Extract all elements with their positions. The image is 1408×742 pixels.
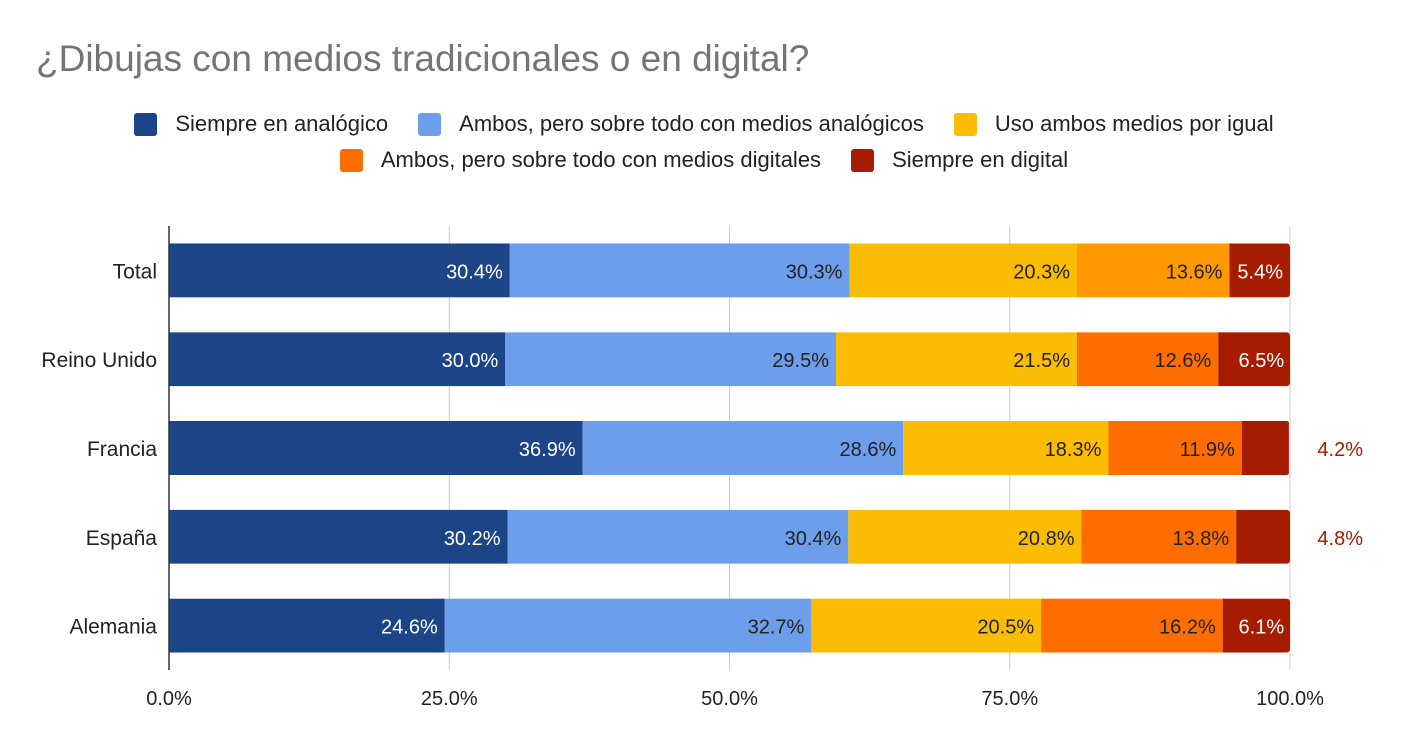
- data-label: 16.2%: [1159, 617, 1216, 639]
- data-label: 18.3%: [1045, 439, 1102, 461]
- category-label: Alemania: [69, 616, 157, 639]
- bar-segment: [1108, 421, 1242, 475]
- legend-item: Siempre en digital: [851, 147, 1068, 173]
- data-label: 30.2%: [444, 528, 501, 550]
- bar-segment: [1229, 243, 1290, 298]
- legend-label: Ambos, pero sobre todo con medios digita…: [380, 147, 822, 172]
- legend-label: Siempre en digital: [892, 147, 1069, 172]
- bar-segment: [811, 598, 1042, 653]
- data-label: 20.5%: [977, 617, 1034, 639]
- data-label: 30.4%: [446, 261, 503, 283]
- bar-segment: [1218, 332, 1290, 387]
- bar-segment: [1077, 243, 1230, 298]
- legend-item: Ambos, pero sobre todo con medios analóg…: [418, 111, 924, 137]
- bar-segment: [1236, 509, 1290, 564]
- bar-segment: [835, 332, 1078, 387]
- bar-segment: [505, 332, 836, 387]
- bar-segment: [849, 243, 1078, 298]
- data-label: 13.8%: [1172, 528, 1229, 550]
- bar-segment: [1081, 509, 1237, 564]
- legend-swatch: [851, 148, 875, 172]
- category-label: Total: [113, 260, 157, 283]
- x-tick-label: 50.0%: [701, 688, 758, 710]
- data-label: 29.5%: [772, 350, 829, 372]
- bar-segment: [1241, 421, 1289, 475]
- legend-swatch: [418, 112, 442, 136]
- bar-segment: [1222, 598, 1290, 653]
- data-label: 30.4%: [785, 528, 842, 550]
- data-label: 32.7%: [748, 617, 805, 639]
- legend-label: Uso ambos medios por igual: [994, 111, 1274, 136]
- bar-segment: [509, 243, 850, 298]
- legend-item: Uso ambos medios por igual: [953, 111, 1274, 137]
- data-label: 12.6%: [1155, 350, 1212, 372]
- bar-row: [169, 598, 1290, 653]
- legend-swatch: [339, 148, 363, 172]
- bar-segment: [169, 509, 508, 564]
- data-label: 21.5%: [1013, 350, 1070, 372]
- bar-row: [169, 421, 1289, 475]
- x-tick-label: 25.0%: [421, 688, 478, 710]
- bar-segment: [903, 421, 1109, 475]
- data-label: 20.8%: [1018, 528, 1075, 550]
- x-tick-label: 100.0%: [1256, 688, 1324, 710]
- chart-title: ¿Dibujas con medios tradicionales o en d…: [36, 38, 810, 79]
- legend-item: Ambos, pero sobre todo con medios digita…: [339, 147, 822, 173]
- legend-label: Siempre en analógico: [175, 111, 389, 136]
- bar-segment: [169, 421, 583, 475]
- category-label: Francia: [87, 438, 157, 461]
- bar-segment: [1077, 332, 1219, 387]
- data-label: 6.1%: [1239, 617, 1285, 639]
- legend-label: Ambos, pero sobre todo con medios analóg…: [459, 111, 924, 136]
- data-label: 30.0%: [442, 350, 499, 372]
- category-label: Reino Unido: [41, 349, 157, 372]
- bar-segment: [444, 598, 812, 653]
- data-label: 30.3%: [786, 261, 843, 283]
- category-label: España: [86, 527, 158, 550]
- data-label: 28.6%: [840, 439, 897, 461]
- data-label: 6.5%: [1239, 350, 1285, 372]
- data-label: 13.6%: [1166, 261, 1223, 283]
- bar-segment: [169, 332, 506, 387]
- bar-row: [169, 332, 1290, 387]
- legend-swatch: [134, 112, 158, 136]
- legend-row: Siempre en analógico Ambos, pero sobre to…: [0, 111, 1408, 137]
- data-label: 4.2%: [1317, 439, 1363, 461]
- x-tick-label: 0.0%: [146, 688, 192, 710]
- data-label: 11.9%: [1180, 439, 1235, 461]
- legend-row: Ambos, pero sobre todo con medios digita…: [0, 147, 1408, 173]
- data-label: 20.3%: [1013, 261, 1070, 283]
- bar-row: [169, 243, 1290, 298]
- bar-segment: [169, 243, 510, 298]
- bar-row: [169, 509, 1290, 564]
- legend-item: Siempre en analógico: [134, 111, 388, 137]
- data-label: 5.4%: [1237, 261, 1283, 283]
- data-label: 4.8%: [1317, 528, 1363, 550]
- bar-segment: [848, 509, 1082, 564]
- x-tick-label: 75.0%: [981, 688, 1038, 710]
- bar-segment: [1041, 598, 1223, 653]
- legend-swatch: [953, 112, 977, 136]
- data-label: 24.6%: [381, 617, 438, 639]
- bar-segment: [169, 598, 445, 653]
- bar-segment: [582, 421, 904, 475]
- bar-segment: [507, 509, 849, 564]
- data-label: 36.9%: [519, 439, 576, 461]
